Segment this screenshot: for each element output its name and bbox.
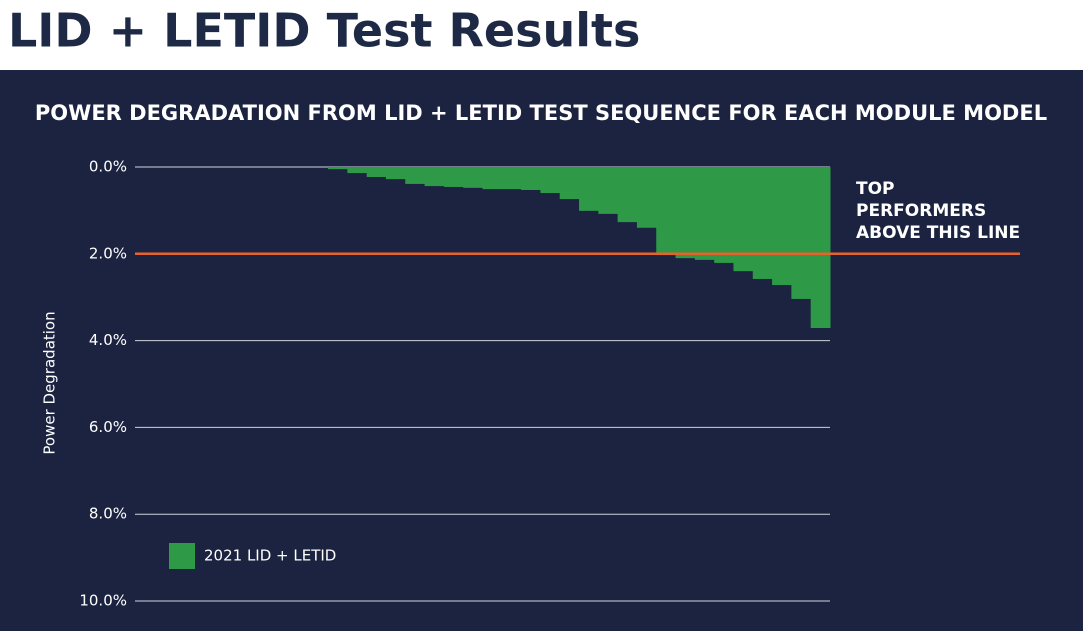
bar [559,167,580,200]
y-tick-label: 8.0% [89,505,127,523]
chart-title: POWER DEGRADATION FROM LID + LETID TEST … [35,101,1047,125]
y-tick-label: 2.0% [89,244,127,262]
y-tick-label: 4.0% [89,331,127,349]
y-tick-label: 6.0% [89,418,127,436]
annotation: TOP [856,179,895,199]
bar [772,167,792,286]
y-tick-label: 0.0% [89,158,127,176]
bar [405,167,426,184]
legend-swatch [169,543,195,569]
bar [810,167,831,329]
bar [521,167,541,191]
bar [656,167,677,256]
bar [598,167,619,214]
bar [443,167,464,187]
bar [482,167,503,190]
slide-title: LID + LETID Test Results [8,4,640,58]
bar [579,167,599,211]
bar [617,167,638,223]
bar [752,167,773,279]
bar [463,167,483,188]
legend-label: 2021 LID + LETID [204,547,336,565]
annotation: ABOVE THIS LINE [856,223,1020,243]
bar [636,167,657,228]
bar [347,167,368,174]
bar [675,167,696,259]
chart-bg [0,70,1083,631]
bar [733,167,754,272]
bar [714,167,734,263]
bar [791,167,812,299]
bar [694,167,715,260]
bar [424,167,445,187]
y-tick-label: 10.0% [79,592,127,610]
bar [328,167,348,170]
bar [366,167,387,177]
bar [501,167,522,190]
bar [540,167,561,194]
bar [385,167,406,180]
annotation: PERFORMERS [856,201,986,221]
header-bg [0,0,1083,70]
y-axis-label: Power Degradation [41,311,59,454]
